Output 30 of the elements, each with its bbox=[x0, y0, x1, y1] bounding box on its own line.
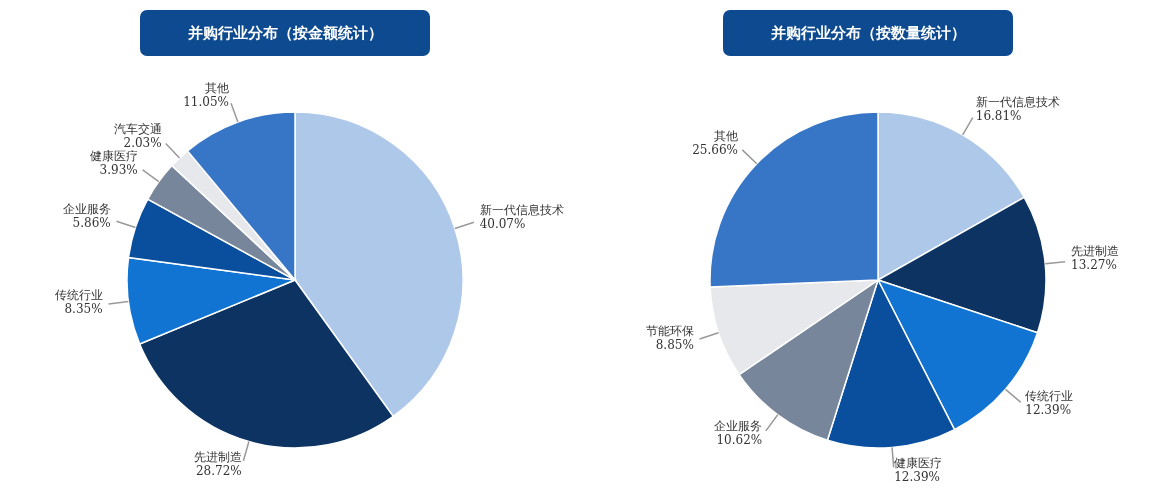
data-label: 28.72% bbox=[195, 463, 242, 478]
data-label: 3.93% bbox=[99, 163, 138, 178]
data-label: 11.05% bbox=[183, 94, 229, 109]
data-label: 10.62% bbox=[716, 432, 763, 447]
data-label: 12.39% bbox=[1025, 403, 1072, 418]
slice-label: 其他 bbox=[714, 128, 738, 143]
data-label: 5.86% bbox=[72, 216, 111, 231]
chart-title: 并购行业分布（按金额统计） bbox=[140, 10, 430, 56]
slice-label: 健康医疗 bbox=[894, 456, 943, 471]
slice-label: 先进制造 bbox=[1071, 244, 1120, 259]
slice-label: 传统行业 bbox=[1025, 389, 1074, 404]
slice-label: 企业服务 bbox=[714, 418, 763, 433]
slice-label: 新一代信息技术 bbox=[975, 95, 1060, 110]
data-label: 8.85% bbox=[655, 337, 694, 352]
data-label: 13.27% bbox=[1071, 258, 1117, 273]
chart-title: 并购行业分布（按数量统计） bbox=[723, 10, 1013, 56]
data-label: 16.81% bbox=[975, 109, 1022, 124]
data-label: 2.03% bbox=[123, 136, 162, 151]
slice-label: 汽车交通 bbox=[113, 122, 162, 137]
data-label: 12.39% bbox=[894, 470, 940, 485]
data-label: 40.07% bbox=[479, 217, 526, 232]
slice-label: 其他 bbox=[205, 80, 229, 95]
slice-label: 健康医疗 bbox=[89, 149, 138, 164]
slice-label: 企业服务 bbox=[62, 202, 111, 217]
slice-label: 先进制造 bbox=[193, 449, 242, 464]
slice-label: 节能环保 bbox=[645, 323, 694, 338]
slice-label: 新一代信息技术 bbox=[479, 203, 564, 218]
data-label: 25.66% bbox=[692, 142, 738, 157]
data-label: 8.35% bbox=[64, 301, 103, 316]
slice-label: 传统行业 bbox=[54, 287, 103, 302]
